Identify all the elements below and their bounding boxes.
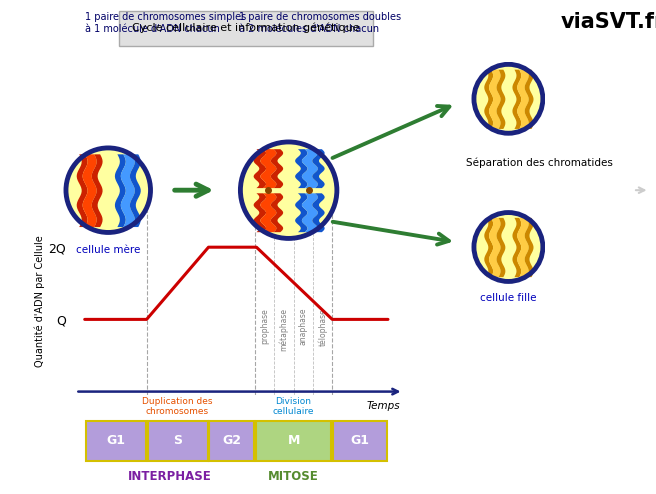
Text: anaphase: anaphase [298,308,308,345]
Text: M: M [287,434,300,448]
Text: Temps: Temps [367,401,400,411]
FancyBboxPatch shape [256,421,331,460]
Circle shape [240,142,337,239]
Text: métaphase: métaphase [279,308,289,351]
Text: Séparation des chromatides: Séparation des chromatides [466,158,613,168]
Text: Cycle cellulaire et information génétique: Cycle cellulaire et information génétiqu… [133,23,359,34]
Text: cellule fille: cellule fille [480,293,537,303]
FancyBboxPatch shape [119,11,373,46]
FancyBboxPatch shape [148,421,207,460]
Text: G1: G1 [350,434,369,448]
Text: prophase: prophase [260,308,269,344]
Text: MITOSE: MITOSE [268,470,319,483]
Text: Duplication des
chromosomes: Duplication des chromosomes [142,397,213,416]
FancyBboxPatch shape [333,421,387,460]
Circle shape [474,212,543,282]
Circle shape [474,64,543,133]
Text: cellule mère: cellule mère [76,245,140,254]
Y-axis label: Quantité d'ADN par Cellule: Quantité d'ADN par Cellule [35,236,45,367]
Text: INTERPHASE: INTERPHASE [128,470,212,483]
Text: G2: G2 [222,434,241,448]
Text: Division
cellulaire: Division cellulaire [273,397,314,416]
Text: viaSVT.fr: viaSVT.fr [561,12,656,32]
Text: télophase: télophase [318,308,327,346]
Circle shape [66,148,150,233]
FancyBboxPatch shape [209,421,254,460]
FancyBboxPatch shape [86,421,146,460]
Text: S: S [173,434,182,448]
Text: 1 paire de chromosomes doubles
à 2 molécules d'ADN chacun: 1 paire de chromosomes doubles à 2 moléc… [239,12,401,34]
Text: G1: G1 [106,434,125,448]
Text: 1 paire de chromosomes simples
à 1 molécule d'ADN chacun: 1 paire de chromosomes simples à 1 moléc… [85,12,247,34]
